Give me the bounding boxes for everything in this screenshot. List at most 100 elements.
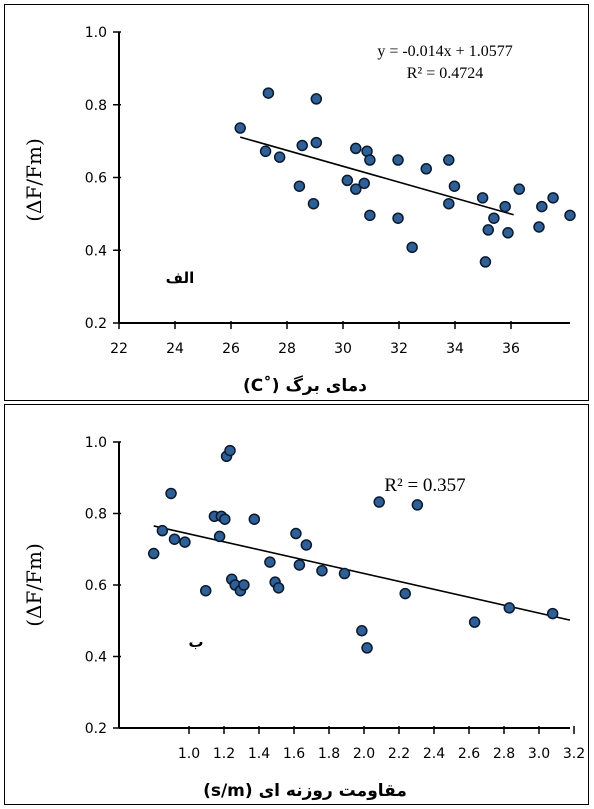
data-point bbox=[533, 221, 545, 233]
y-tick-label: 0.8 bbox=[85, 507, 107, 523]
data-point bbox=[168, 533, 181, 545]
data-point bbox=[293, 559, 306, 571]
data-point bbox=[546, 607, 559, 620]
data-point bbox=[373, 496, 385, 508]
x-tick-label: 24 bbox=[166, 341, 184, 357]
data-point bbox=[293, 180, 306, 192]
data-point bbox=[502, 227, 514, 239]
data-point bbox=[503, 602, 516, 614]
data-point bbox=[392, 212, 404, 224]
x-tick-label: 2.2 bbox=[388, 746, 410, 762]
y-tick-label: 0.2 bbox=[85, 721, 107, 737]
data-point bbox=[499, 200, 511, 213]
data-point bbox=[513, 183, 526, 195]
y-tick-label: 0.4 bbox=[85, 243, 107, 259]
data-point bbox=[547, 192, 559, 204]
data-point bbox=[272, 582, 285, 594]
data-point bbox=[443, 154, 455, 166]
data-point bbox=[179, 536, 191, 548]
data-point bbox=[296, 139, 308, 152]
data-point bbox=[443, 197, 455, 210]
x-axis-label: مقاومت روزنه ای (s/m) bbox=[203, 781, 407, 801]
x-tick-label: 22 bbox=[110, 341, 128, 357]
y-tick-label: 0.4 bbox=[85, 650, 107, 666]
data-point bbox=[213, 530, 226, 543]
x-tick-label: 3.0 bbox=[528, 746, 550, 762]
x-tick-label: 1.0 bbox=[178, 746, 200, 762]
data-point bbox=[350, 183, 362, 195]
y-tick-label: 1.0 bbox=[85, 435, 107, 451]
x-tick-label: 3.2 bbox=[563, 746, 585, 762]
data-point bbox=[310, 136, 323, 149]
y-tick-label: 1.0 bbox=[85, 25, 107, 41]
data-point bbox=[262, 87, 275, 99]
x-tick-label: 1.6 bbox=[283, 746, 305, 762]
trendline-equation: y = -0.014x + 1.0577 bbox=[377, 43, 512, 60]
data-point bbox=[234, 122, 246, 134]
data-point bbox=[259, 145, 272, 158]
trendline bbox=[239, 136, 514, 216]
x-tick-label: 34 bbox=[446, 341, 464, 357]
x-tick-label: 1.2 bbox=[213, 746, 235, 762]
x-tick-label: 2.0 bbox=[353, 746, 375, 762]
data-point bbox=[156, 524, 169, 537]
x-axis-label: دمای برگ (˚C) bbox=[243, 374, 367, 396]
y-axis-label: (ΔF/Fm) bbox=[22, 543, 46, 627]
y-tick-label: 0.2 bbox=[85, 316, 107, 332]
data-point bbox=[165, 487, 177, 500]
data-point bbox=[219, 513, 231, 525]
data-point bbox=[310, 93, 323, 105]
data-point bbox=[399, 587, 411, 600]
trendline bbox=[153, 525, 571, 621]
x-tick-label: 2.4 bbox=[423, 746, 445, 762]
x-tick-label: 1.4 bbox=[248, 746, 270, 762]
data-point bbox=[290, 527, 302, 540]
x-tick-label: 36 bbox=[502, 341, 520, 357]
x-tick-label: 2.8 bbox=[493, 746, 515, 762]
data-point bbox=[482, 224, 495, 236]
x-tick-label: 32 bbox=[390, 341, 408, 357]
chart-panel-a: 0.2 0.4 0.6 0.8 1.0 22 24 26 28 30 32 34 36 (ΔF/Fm) دم… bbox=[4, 4, 589, 401]
data-point bbox=[341, 174, 354, 187]
data-point bbox=[411, 499, 424, 511]
data-point bbox=[392, 154, 404, 166]
data-point bbox=[479, 256, 492, 268]
data-point bbox=[420, 163, 432, 175]
data-point bbox=[361, 642, 373, 654]
x-tick-label: 30 bbox=[334, 341, 352, 357]
x-tick-label: 1.8 bbox=[318, 746, 340, 762]
data-point bbox=[248, 513, 261, 525]
data-point bbox=[356, 625, 368, 637]
data-point bbox=[238, 579, 250, 591]
data-point bbox=[300, 539, 313, 551]
chart-panel-b: 0.2 0.4 0.6 0.8 1.0 1.0 1.2 1.4 1.6 1.8 2.0 2.2 2.4 2… bbox=[4, 404, 589, 805]
scatter-chart-a: 0.2 0.4 0.6 0.8 1.0 22 24 26 28 30 32 34 36 (ΔF/Fm) دم… bbox=[22, 25, 576, 396]
data-point bbox=[199, 584, 212, 597]
data-point bbox=[476, 192, 489, 204]
panel-label: ب bbox=[188, 633, 203, 651]
data-point bbox=[468, 616, 481, 628]
data-point bbox=[364, 154, 376, 166]
data-point bbox=[338, 567, 351, 580]
r-squared-label: R² = 0.357 bbox=[384, 475, 465, 496]
data-point bbox=[273, 151, 286, 163]
data-point bbox=[564, 209, 576, 222]
y-tick-label: 0.6 bbox=[85, 171, 107, 187]
y-axis-label: (ΔF/Fm) bbox=[22, 138, 46, 222]
x-tick-label: 2.6 bbox=[458, 746, 480, 762]
data-point bbox=[448, 180, 461, 192]
data-point bbox=[316, 564, 328, 577]
y-tick-label: 0.6 bbox=[85, 578, 107, 594]
panel-label: الف bbox=[166, 269, 195, 287]
scatter-chart-b: 0.2 0.4 0.6 0.8 1.0 1.0 1.2 1.4 1.6 1.8 2.0 2.2 2.4 2… bbox=[22, 435, 585, 801]
data-point bbox=[264, 556, 276, 568]
y-tick-label: 0.8 bbox=[85, 98, 107, 114]
data-point bbox=[364, 209, 376, 222]
data-point bbox=[224, 444, 236, 457]
data-point bbox=[358, 177, 370, 190]
r-squared-label: R² = 0.4724 bbox=[407, 65, 484, 82]
x-tick-label: 28 bbox=[278, 341, 296, 357]
data-point bbox=[406, 241, 418, 254]
data-point bbox=[536, 200, 548, 213]
data-point bbox=[350, 142, 362, 155]
